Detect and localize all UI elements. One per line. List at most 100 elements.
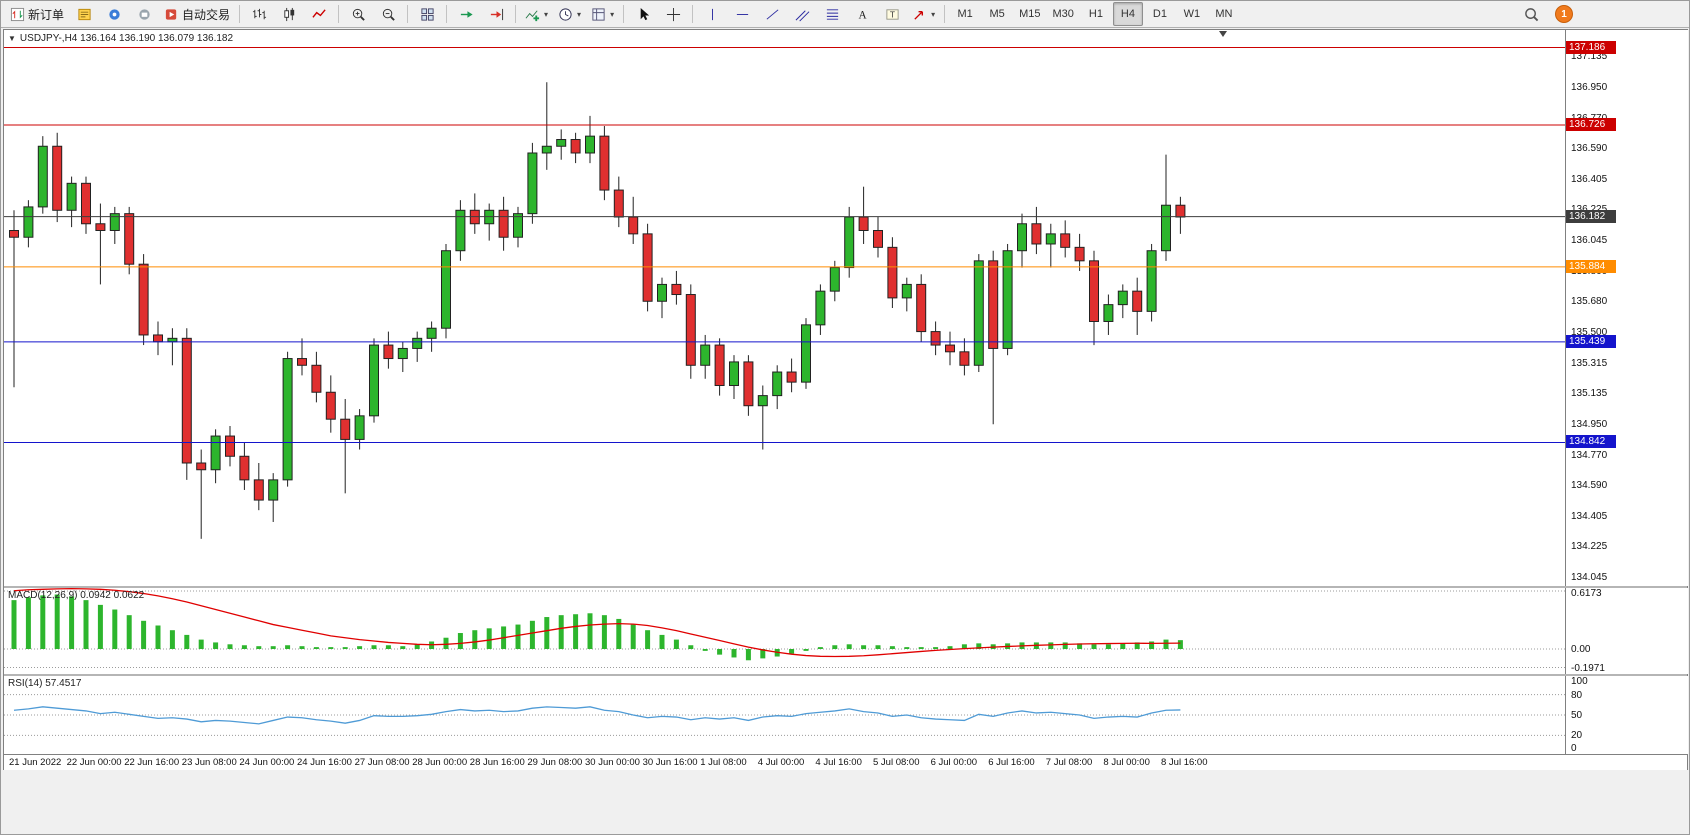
price-scale[interactable]: 137.135136.950136.770136.590136.405136.2… xyxy=(1565,30,1688,586)
autotrading-icon xyxy=(164,7,179,22)
bull-candle xyxy=(513,213,523,238)
autotrading-button[interactable]: 自动交易 xyxy=(160,2,234,26)
dropdown-arrow-icon[interactable]: ▾ xyxy=(544,9,549,19)
dropdown-arrow-icon[interactable]: ▾ xyxy=(577,9,582,19)
bull-candle xyxy=(354,415,365,440)
indicators-button[interactable]: ▾ xyxy=(521,2,552,26)
metaeditor-icon xyxy=(77,7,92,22)
macd-chart xyxy=(4,588,1565,669)
price-tick-label: 134.950 xyxy=(1571,419,1608,431)
bear-candle xyxy=(95,223,106,231)
toolbar-separator xyxy=(446,5,448,23)
bear-candle xyxy=(685,294,696,366)
indicator-scale-label: 20 xyxy=(1571,730,1583,742)
bear-candle xyxy=(498,209,509,238)
rsi-line xyxy=(13,706,1181,725)
toolbar-right: 1 xyxy=(1524,5,1685,23)
periods-button[interactable]: ▾ xyxy=(554,2,585,26)
equidistant-channel-button[interactable] xyxy=(788,2,816,26)
indicator-scale-label: -0.1971 xyxy=(1571,662,1605,674)
search-icon[interactable] xyxy=(1524,7,1539,22)
time-label: 30 Jun 00:00 xyxy=(585,757,640,768)
text-label-button[interactable]: T xyxy=(878,2,906,26)
vertical-line-button[interactable] xyxy=(698,2,726,26)
timeframe-h4-button[interactable]: H4 xyxy=(1112,2,1143,26)
bear-candle xyxy=(599,135,610,191)
bar-chart-button[interactable] xyxy=(245,2,273,26)
bull-candle xyxy=(815,290,826,326)
bear-candle xyxy=(239,455,250,481)
timeframe-m5-button[interactable]: M5 xyxy=(989,8,1005,20)
signals-button[interactable] xyxy=(100,2,128,26)
bear-candle xyxy=(628,216,639,235)
bear-candle xyxy=(887,246,898,299)
price-tick-label: 134.590 xyxy=(1571,479,1608,491)
indicators-icon xyxy=(525,7,540,22)
timeframe-mn-button[interactable]: MN xyxy=(1215,8,1233,20)
timeframe-m30-button[interactable]: M30 xyxy=(1052,8,1074,20)
zoom-out-button[interactable] xyxy=(374,2,402,26)
bear-candle xyxy=(916,283,927,333)
notification-badge[interactable]: 1 xyxy=(1555,5,1573,23)
time-label: 30 Jun 16:00 xyxy=(642,757,698,768)
chart-shift-button[interactable] xyxy=(482,2,510,26)
timeframe-m1-button[interactable]: M1 xyxy=(957,8,973,20)
clock-icon xyxy=(558,7,573,22)
auto-scroll-button[interactable] xyxy=(452,2,480,26)
timeframe-d1-button[interactable]: D1 xyxy=(1152,8,1167,20)
time-label: 28 Jun 00:00 xyxy=(412,757,468,768)
rsi-scale[interactable]: 100 80 50 20 0 xyxy=(1565,676,1688,754)
time-label: 8 Jul 00:00 xyxy=(1103,757,1150,768)
line-chart-icon xyxy=(311,7,327,22)
timeframe-m15-button[interactable]: M15 xyxy=(1019,8,1041,20)
bear-candle xyxy=(613,189,624,218)
price-box-135.884: 135.884 xyxy=(1566,259,1616,273)
one-click-trading-toggle[interactable]: ▼ xyxy=(8,34,16,43)
market-button[interactable] xyxy=(130,2,158,26)
dropdown-arrow-icon[interactable]: ▾ xyxy=(931,9,936,19)
line-chart-button[interactable] xyxy=(305,2,333,26)
price-box-134.842: 134.842 xyxy=(1566,435,1616,449)
bull-candle xyxy=(1146,250,1157,312)
signals-icon xyxy=(107,7,122,22)
bull-candle xyxy=(772,371,783,397)
bear-candle xyxy=(743,361,754,407)
time-axis[interactable]: 21 Jun 2022 22 Jun 00:00 22 Jun 16:00 23 Ju… xyxy=(4,755,1687,770)
trendline-button[interactable] xyxy=(758,2,786,26)
bear-candle xyxy=(714,344,725,387)
time-label: 24 Jun 00:00 xyxy=(239,757,295,768)
indicator-scale-label: 0.6173 xyxy=(1571,588,1602,599)
timeframe-w1-button[interactable]: W1 xyxy=(1183,8,1201,20)
text-button[interactable]: A xyxy=(848,2,876,26)
autotrading-label: 自动交易 xyxy=(182,7,231,22)
horizontal-line-button[interactable] xyxy=(728,2,756,26)
bull-candle xyxy=(455,209,466,252)
fibonacci-button[interactable] xyxy=(818,2,846,26)
candles-icon xyxy=(282,7,297,22)
crosshair-button[interactable] xyxy=(659,2,687,26)
cursor-button[interactable] xyxy=(629,2,657,26)
rsi-panel: RSI(14) 57.4517 100 80 50 20 0 xyxy=(4,676,1688,755)
price-tick-label: 136.405 xyxy=(1571,174,1608,186)
timeframe-h1-button[interactable]: H1 xyxy=(1088,8,1103,20)
tile-windows-button[interactable] xyxy=(413,2,441,26)
time-label: 22 Jun 16:00 xyxy=(124,757,180,768)
arrows-button[interactable]: ▾ xyxy=(908,2,939,26)
metaeditor-button[interactable] xyxy=(70,2,98,26)
candlestick-chart-button[interactable] xyxy=(275,2,303,26)
bar-chart-icon xyxy=(252,7,267,22)
bull-candle xyxy=(1002,250,1013,349)
rsi-label: RSI(14) 57.4517 xyxy=(8,678,82,689)
time-label: 23 Jun 08:00 xyxy=(181,757,237,768)
new-order-button[interactable]: 新订单 xyxy=(6,2,68,26)
templates-button[interactable]: ▾ xyxy=(587,2,618,26)
zoom-in-button[interactable] xyxy=(344,2,372,26)
bear-candle xyxy=(570,139,581,154)
bull-candle xyxy=(441,250,451,329)
bear-candle xyxy=(1031,223,1042,245)
bull-candle xyxy=(801,324,811,383)
dropdown-arrow-icon[interactable]: ▾ xyxy=(610,9,615,19)
macd-scale[interactable]: 0.6173 0.00 -0.1971 xyxy=(1565,588,1688,674)
price-tick-label: 135.680 xyxy=(1571,296,1608,308)
